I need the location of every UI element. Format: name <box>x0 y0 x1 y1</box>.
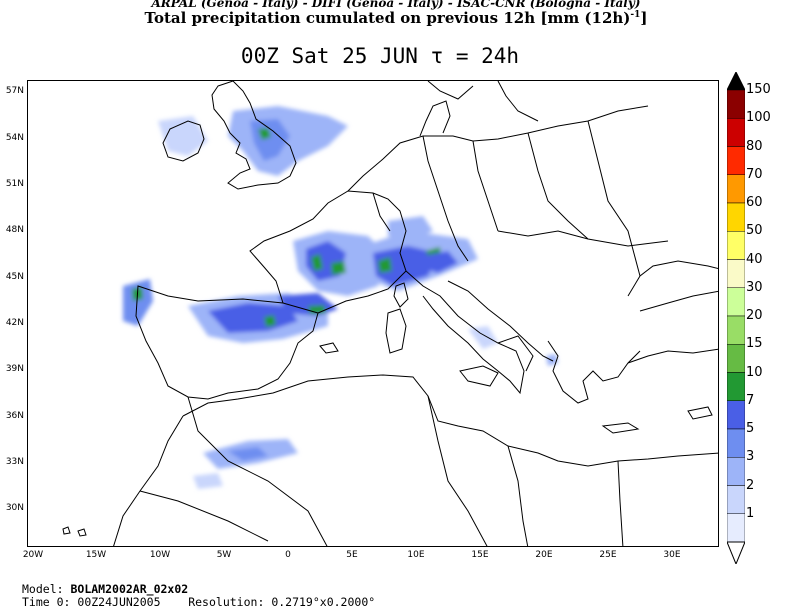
precip-area-atlas-core <box>228 447 268 461</box>
colorbar-box <box>727 259 745 288</box>
colorbar-bottom-arrow <box>727 541 745 564</box>
colorbar-label: 2 <box>746 477 755 493</box>
colorbar-box <box>727 174 745 204</box>
colorbar-box <box>727 231 745 260</box>
lon-label-5e: 5E <box>346 550 358 560</box>
lon-label-15e: 15E <box>471 550 489 560</box>
time-value: 00Z24JUN2005 <box>77 595 161 609</box>
lon-label-10e: 10E <box>407 550 425 560</box>
title-suffix: ] <box>640 9 648 27</box>
lon-label-25e: 25E <box>599 550 617 560</box>
lat-label-39n: 39N <box>5 364 24 374</box>
lon-label-5w: 5W <box>216 550 232 560</box>
precip-area-france-peak-2 <box>331 261 346 275</box>
precip-area-alps-peak <box>378 257 392 273</box>
title-exponent: -1 <box>630 10 641 20</box>
colorbar-label: 50 <box>746 223 763 239</box>
colorbar-box <box>727 428 745 458</box>
lon-label-15w: 15W <box>85 550 107 560</box>
lon-label-20e: 20E <box>535 550 553 560</box>
colorbar-box <box>727 457 745 486</box>
colorbar-label: 10 <box>746 364 763 380</box>
colorbar-box <box>727 118 745 147</box>
colorbar-box <box>727 315 745 345</box>
colorbar-label: 100 <box>746 110 771 126</box>
lat-label-54n: 54N <box>5 133 24 143</box>
precip-area-apennines <box>468 326 498 349</box>
precip-layer <box>123 106 558 489</box>
lat-label-42n: 42N <box>5 318 24 328</box>
colorbar-label: 40 <box>746 251 763 267</box>
precip-area-ireland <box>158 116 208 156</box>
colorbar-label: 20 <box>746 308 763 323</box>
precip-area-spain-peak <box>264 315 276 327</box>
lat-label-33n: 33N <box>5 457 24 467</box>
map-svg <box>62 81 718 546</box>
precip-area-alps-core <box>373 246 438 286</box>
colorbar-boxes <box>727 72 745 564</box>
coastline-layer <box>62 81 718 546</box>
colorbar-label: 5 <box>746 421 755 436</box>
model-credits: ARPAL (Genoa - Italy) - DIFI (Genoa - It… <box>151 0 641 10</box>
lon-label-20w: 20W <box>22 550 44 560</box>
forecast-valid-time: 00Z Sat 25 JUN τ = 24h <box>240 44 520 68</box>
colorbar-box <box>727 513 745 543</box>
lat-label-57n: 57N <box>5 86 24 96</box>
lon-label-30e: 30E <box>663 550 681 560</box>
time-label: Time 0: <box>22 595 71 609</box>
colorbar-top-arrow <box>727 72 745 91</box>
resolution-label: Resolution: <box>188 595 265 609</box>
lat-label-45n: 45N <box>5 272 24 282</box>
colorbar-label: 3 <box>746 449 755 465</box>
footer-time: Time 0: 00Z24JUN2005 Resolution: 0.2719°… <box>22 595 375 609</box>
colorbar-label: 30 <box>746 279 763 295</box>
colorbar-label: 7 <box>746 392 755 408</box>
model-value: BOLAM2002AR_02x02 <box>70 582 189 596</box>
colorbar-label: 80 <box>746 138 763 154</box>
precip-area-spain-core <box>208 303 298 333</box>
colorbar-box <box>727 400 745 430</box>
lon-label-10w: 10W <box>149 550 171 560</box>
lat-label-48n: 48N <box>5 225 24 235</box>
resolution-value: 0.2719°x0.2000° <box>271 595 376 609</box>
colorbar-label: 15 <box>746 336 763 352</box>
lat-label-30n: 30N <box>5 503 24 513</box>
precip-area-france-peak <box>311 254 323 271</box>
colorbar-box <box>727 202 745 232</box>
precip-area-england-peak <box>258 128 271 140</box>
precipitation-map <box>27 80 719 547</box>
colorbar-box <box>727 372 745 401</box>
colorbar-box <box>727 146 745 175</box>
colorbar-box <box>727 344 745 373</box>
precip-colorbar <box>727 72 745 564</box>
colorbar-box <box>727 485 745 514</box>
lat-label-51n: 51N <box>5 179 24 189</box>
title-text: Total precipitation cumulated on previou… <box>144 9 631 27</box>
precip-area-northern-england <box>228 106 348 176</box>
lat-label-36n: 36N <box>5 411 24 421</box>
colorbar-label: 70 <box>746 166 763 182</box>
colorbar-label: 1 <box>746 505 755 521</box>
lon-label-0: 0 <box>285 550 291 560</box>
model-label: Model: <box>22 582 64 596</box>
precip-area-northwest-iberia <box>123 279 153 326</box>
footer-model: Model: BOLAM2002AR_02x02 <box>22 582 188 596</box>
colorbar-label: 150 <box>746 82 771 97</box>
colorbar-box <box>727 287 745 317</box>
colorbar-box <box>727 89 745 119</box>
precip-area-eastern-alps <box>423 251 458 273</box>
precip-area-sahara-small <box>193 473 223 489</box>
colorbar-label: 60 <box>746 195 763 210</box>
chart-title: Total precipitation cumulated on previou… <box>0 9 792 27</box>
